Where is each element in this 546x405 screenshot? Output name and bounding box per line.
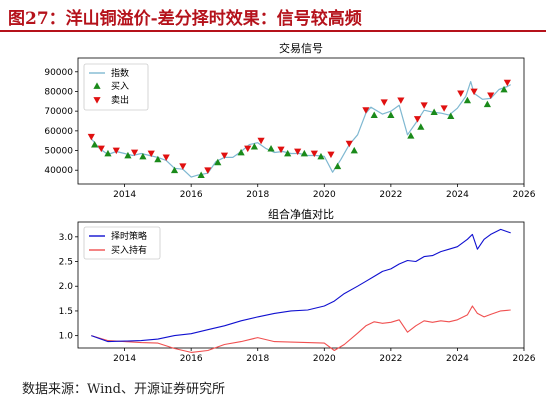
legend-box: [83, 63, 149, 111]
chart-title: 组合净值对比: [268, 207, 334, 221]
x-tick-label: 2022: [379, 354, 402, 364]
x-tick-label: 2016: [180, 190, 203, 200]
x-tick-label: 2026: [513, 354, 536, 364]
x-tick-label: 2024: [446, 354, 469, 364]
x-tick-label: 2024: [446, 190, 469, 200]
sell-signal-marker: [112, 147, 120, 155]
sell-signal-marker: [487, 92, 495, 100]
legend-swatch-buy: [93, 82, 101, 89]
sell-signal-marker: [362, 107, 370, 114]
buy-signal-marker: [170, 166, 179, 174]
legend-label-hold: 买入持有: [111, 244, 147, 256]
x-tick-label: 2022: [379, 190, 402, 200]
x-tick-label: 2020: [313, 190, 336, 200]
sell-signal-marker: [97, 145, 105, 153]
buy-signal-marker: [350, 146, 358, 154]
buy-signal-marker: [334, 162, 342, 170]
sell-signal-marker: [440, 105, 448, 112]
sell-signal-marker: [420, 102, 428, 109]
sell-signal-marker: [147, 150, 155, 158]
sell-signal-marker: [327, 151, 335, 159]
buy-signal-marker: [483, 100, 491, 108]
sell-signal-marker: [345, 140, 353, 148]
sell-signal-marker: [294, 148, 302, 156]
buy-signal-marker: [250, 142, 259, 150]
legend-box: [83, 226, 161, 260]
legend-swatch-sell: [93, 97, 101, 104]
title-underline: [0, 30, 546, 32]
buy-signal-marker: [214, 158, 222, 166]
y-tick-label: 70000: [44, 107, 73, 117]
x-tick-label: 2018: [246, 354, 269, 364]
y-tick-label: 3.0: [59, 233, 74, 243]
x-tick-label: 2026: [513, 190, 536, 200]
buy-signal-marker: [197, 171, 205, 179]
buy-signal-marker: [417, 123, 425, 130]
y-tick-label: 2.0: [59, 282, 74, 292]
sell-signal-marker: [277, 146, 285, 154]
buy-signal-marker: [91, 141, 99, 148]
y-tick-label: 90000: [44, 68, 73, 78]
index-price-line: [90, 80, 511, 178]
y-tick-label: 1.5: [59, 307, 73, 317]
buy-signal-marker: [317, 152, 325, 160]
buy-signal-marker: [139, 152, 147, 160]
sell-signal-marker: [179, 163, 187, 170]
sell-signal-marker: [244, 145, 252, 153]
plot-frame: [77, 57, 525, 185]
buy-signal-marker: [387, 111, 395, 118]
sell-signal-marker: [130, 149, 139, 157]
y-tick-label: 60000: [44, 127, 73, 137]
y-tick-label: 2.5: [59, 258, 73, 268]
source-note: 数据来源：Wind、开源证券研究所: [22, 382, 225, 397]
sell-signal-marker: [162, 154, 170, 162]
sell-signal-marker: [380, 99, 388, 106]
y-tick-label: 80000: [44, 87, 73, 97]
sell-signal-marker: [503, 79, 511, 87]
buy-signal-marker: [267, 144, 275, 152]
y-tick-label: 40000: [44, 166, 73, 176]
buy-signal-marker: [447, 112, 455, 119]
y-tick-label: 50000: [44, 147, 73, 157]
x-tick-label: 2014: [113, 354, 136, 364]
sell-signal-marker: [470, 88, 478, 96]
buy-signal-marker: [430, 108, 438, 116]
buy-signal-marker: [463, 96, 472, 104]
sell-signal-marker: [413, 116, 422, 123]
buy-signal-marker: [104, 149, 112, 157]
legend-label-index: 指数: [111, 67, 129, 79]
trade-signal-chart: 交易信号 2014 2016 2018 2020 2022 2024 2026 40000 500…: [44, 41, 536, 200]
plot-frame: [77, 221, 525, 349]
sell-signal-marker: [204, 167, 212, 174]
buy-signal-marker: [237, 148, 245, 156]
y-tick-label: 1.0: [59, 332, 74, 342]
buy-signal-marker: [500, 85, 508, 93]
sell-signal-marker: [457, 90, 465, 98]
x-tick-label: 2014: [113, 190, 136, 200]
buy-signal-marker: [407, 132, 415, 139]
sell-signal-marker: [257, 137, 265, 145]
buy-signal-marker: [124, 151, 132, 159]
x-tick-label: 2016: [180, 354, 203, 364]
sell-signal-marker: [310, 150, 318, 158]
x-tick-label: 2020: [313, 354, 336, 364]
sell-signal-marker: [220, 152, 229, 160]
buy-signal-marker: [370, 111, 378, 118]
buy-signal-marker: [284, 149, 292, 157]
legend-label-buy: 买入: [111, 81, 129, 92]
buy-signal-marker: [154, 155, 162, 163]
portfolio-nav-chart: 组合净值对比 2014 2016 2018 2020 2022 2024 2026 1.0 1.5…: [59, 207, 536, 364]
timing-strategy-line: [91, 228, 511, 343]
sell-signal-marker: [397, 97, 405, 104]
legend-label-strategy: 择时策略: [111, 230, 147, 242]
x-tick-label: 2018: [246, 190, 269, 200]
buy-and-hold-line: [91, 305, 511, 353]
sell-signal-marker: [87, 133, 95, 141]
buy-signal-marker: [300, 149, 308, 157]
chart-title: 交易信号: [279, 41, 323, 55]
figure-title: 图27：洋山铜溢价-差分择时效果：信号较高频: [8, 9, 362, 29]
legend-label-sell: 卖出: [111, 94, 129, 106]
